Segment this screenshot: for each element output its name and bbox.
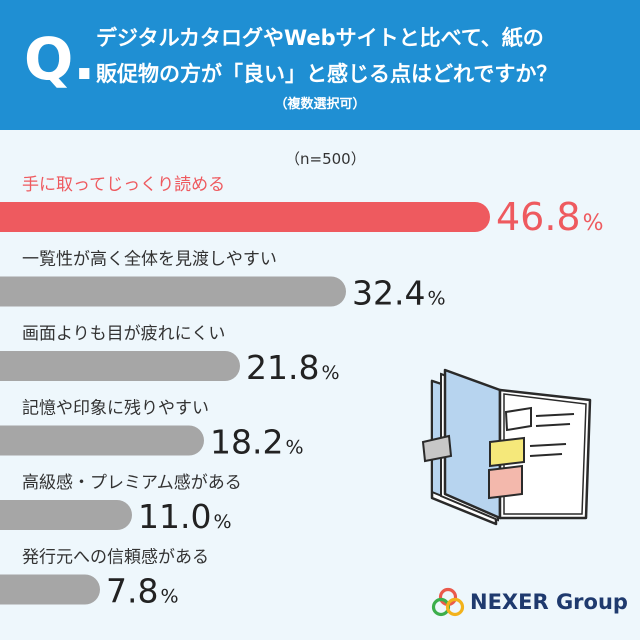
question-header: Q. デジタルカタログやWebサイトと比べて、紙の 販促物の方が「良い」と感じる… (0, 0, 640, 130)
value-label: 18.2% (210, 423, 304, 462)
value-label: 46.8% (496, 195, 604, 239)
value-label: 7.8% (106, 572, 179, 611)
nexer-logo: NEXER Group (430, 586, 630, 620)
category-label: 手に取ってじっくり読める (22, 175, 225, 195)
bar (0, 202, 490, 232)
value-label: 11.0% (138, 497, 232, 536)
open-catalog-icon (421, 368, 592, 526)
question-line-1: デジタルカタログやWebサイトと比べて、紙の (96, 26, 544, 50)
category-label: 一覧性が高く全体を見渡しやすい (22, 250, 277, 270)
bar (0, 574, 100, 605)
category-label: 記憶や印象に残りやすい (22, 399, 209, 419)
bar (0, 500, 132, 530)
value-label: 21.8% (246, 348, 340, 387)
category-label: 発行元への信頼感がある (22, 548, 209, 568)
bar (0, 425, 204, 456)
value-label: 32.4% (352, 274, 446, 313)
logo-mark-icon (431, 587, 465, 617)
category-label: 画面よりも目が疲れにくい (22, 324, 225, 344)
category-label: 高級感・プレミアム感がある (22, 473, 242, 493)
question-line-2: 販促物の方が「良い」と感じる点はどれですか？ (96, 62, 558, 86)
logo-text: NEXER Group (470, 590, 628, 614)
bar (0, 351, 240, 381)
question-note: （複数選択可） (274, 97, 366, 112)
sample-size: （n=500） (285, 150, 366, 168)
question-mark: Q. (24, 25, 96, 93)
bar (0, 276, 346, 307)
